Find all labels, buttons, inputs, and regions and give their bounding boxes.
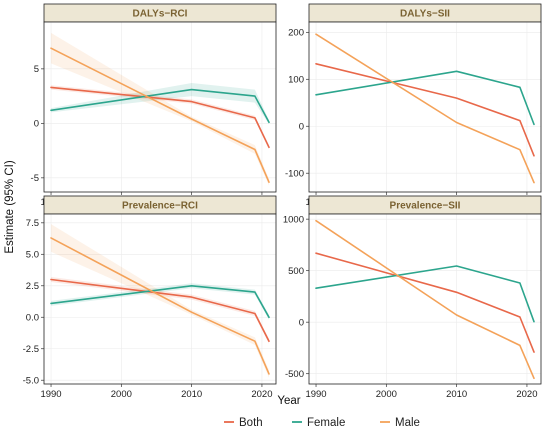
ci-band-female	[51, 283, 269, 320]
series-line-both	[315, 252, 535, 353]
x-tick-label: 2020	[251, 389, 272, 400]
x-tick-label: 2020	[516, 389, 537, 400]
x-tick-label: 2000	[376, 389, 397, 400]
y-tick-label: 0	[34, 119, 39, 130]
series-line-female	[315, 70, 535, 126]
x-tick-label: 1990	[305, 389, 326, 400]
ci-band-male	[51, 32, 269, 186]
series-line-female	[50, 284, 270, 319]
series-line-both	[50, 278, 270, 343]
panel-border	[43, 213, 277, 385]
panel-dalys-rci: DALYs−RCI-5051990200020102020	[31, 3, 277, 208]
series-line-male	[50, 47, 270, 183]
x-tick-label: 1990	[40, 389, 61, 400]
series-line-both	[50, 86, 270, 149]
series-line-male	[50, 237, 270, 375]
x-tick-label: 2010	[181, 389, 202, 400]
series-line-both	[315, 62, 535, 157]
legend-label-female: Female	[307, 417, 345, 429]
y-tick-label: 500	[288, 266, 304, 277]
y-tick-label: 7.5	[26, 218, 39, 229]
y-tick-label: -5	[31, 173, 39, 184]
y-axis-title: Estimate (95% CI)	[4, 160, 16, 253]
legend-item-male: Male	[380, 417, 420, 429]
x-axis-title: Year	[277, 395, 300, 407]
panel-border	[43, 21, 277, 193]
y-tick-label: -5.0	[23, 376, 39, 387]
y-tick-label: 2.5	[26, 281, 39, 292]
x-tick-label: 2010	[446, 389, 467, 400]
gridlines	[44, 22, 276, 192]
panel-title: Prevalence−SII	[390, 201, 461, 212]
y-tick-label: 5	[34, 64, 39, 75]
legend-label-both: Both	[239, 417, 263, 429]
gridlines	[44, 214, 276, 384]
panel-prevalence-rci: Prevalence−RCI -5.0 -2.5 0.0 2.5 5.0 7.5 1990 20…	[23, 195, 277, 400]
series-line-male	[315, 219, 535, 380]
y-tick-label: 0	[299, 317, 304, 328]
legend-label-male: Male	[395, 417, 420, 429]
ci-band-both	[51, 277, 269, 344]
y-tick-label: 200	[288, 28, 304, 39]
x-tick-label: 2000	[111, 389, 132, 400]
y-tick-label: 1000	[283, 214, 304, 225]
panel-dalys-sii: DALYs−SII-10001002001990200020102020	[285, 3, 542, 208]
series-line-female	[315, 265, 535, 323]
series-line-female	[50, 88, 270, 124]
panels: DALYs−RCI-5051990200020102020DALYs−SII-1…	[23, 3, 542, 400]
panel-title: DALYs−SII	[400, 9, 450, 20]
panel-prevalence-sii: Prevalence−SII -500 0 500 1000 1990 2000 2010 20…	[283, 195, 542, 400]
y-tick-label: 5.0	[26, 250, 39, 261]
y-tick-label: 0.0	[26, 313, 39, 324]
y-tick-label: 100	[288, 75, 304, 86]
series-line-male	[315, 33, 535, 184]
y-tick-label: 0	[299, 122, 304, 133]
y-tick-label: -500	[285, 369, 304, 380]
plot-background	[309, 22, 541, 192]
ci-band-male	[51, 224, 269, 378]
panel-title: DALYs−RCI	[133, 9, 188, 20]
panel-title: Prevalence−RCI	[122, 201, 198, 212]
plot-background	[44, 22, 276, 192]
ci-band-female	[51, 83, 269, 125]
legend-item-female: Female	[292, 417, 345, 429]
legend: Both Female Male	[224, 417, 420, 429]
panel-border	[308, 21, 542, 193]
y-tick-label: -100	[285, 169, 304, 180]
legend-item-both: Both	[224, 417, 263, 429]
panel-border	[308, 213, 542, 385]
y-tick-label: -2.5	[23, 344, 39, 355]
